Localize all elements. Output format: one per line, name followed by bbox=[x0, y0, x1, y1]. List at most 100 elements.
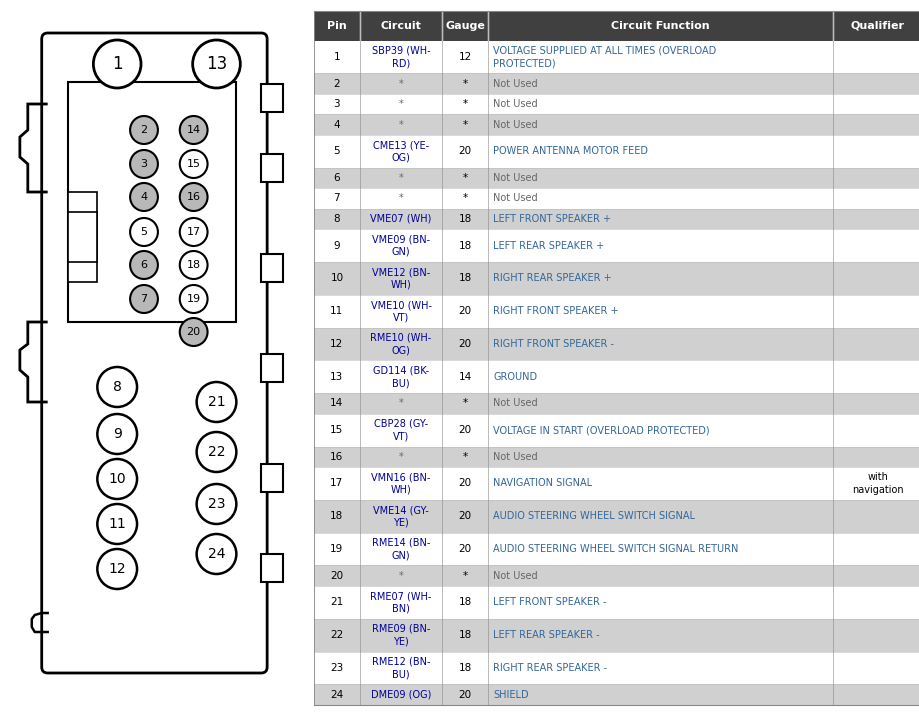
Text: 20: 20 bbox=[459, 425, 471, 435]
Text: GROUND: GROUND bbox=[493, 372, 538, 382]
Circle shape bbox=[180, 285, 208, 313]
Text: Not Used: Not Used bbox=[493, 399, 538, 409]
Text: SBP39 (WH-
RD): SBP39 (WH- RD) bbox=[372, 46, 430, 68]
Text: 20: 20 bbox=[187, 327, 200, 337]
Text: 3: 3 bbox=[334, 99, 340, 109]
Text: 18: 18 bbox=[459, 214, 471, 224]
Text: *: * bbox=[462, 452, 468, 462]
Text: Gauge: Gauge bbox=[446, 21, 485, 31]
FancyBboxPatch shape bbox=[314, 295, 919, 328]
Text: 5: 5 bbox=[334, 146, 340, 157]
Text: 6: 6 bbox=[334, 173, 340, 183]
Text: Not Used: Not Used bbox=[493, 452, 538, 462]
Text: 20: 20 bbox=[459, 339, 471, 349]
Text: 22: 22 bbox=[330, 630, 344, 640]
Text: *: * bbox=[399, 571, 403, 581]
Text: AUDIO STEERING WHEEL SWITCH SIGNAL RETURN: AUDIO STEERING WHEEL SWITCH SIGNAL RETUR… bbox=[493, 544, 738, 554]
FancyBboxPatch shape bbox=[314, 651, 919, 684]
Circle shape bbox=[180, 183, 208, 211]
Text: VME14 (GY-
YE): VME14 (GY- YE) bbox=[373, 505, 429, 528]
Text: VME09 (BN-
GN): VME09 (BN- GN) bbox=[372, 234, 430, 257]
Text: NAVIGATION SIGNAL: NAVIGATION SIGNAL bbox=[493, 478, 592, 488]
FancyBboxPatch shape bbox=[314, 262, 919, 295]
Circle shape bbox=[130, 251, 158, 279]
Text: RME07 (WH-
BN): RME07 (WH- BN) bbox=[370, 591, 432, 614]
Text: Pin: Pin bbox=[327, 21, 346, 31]
Text: Not Used: Not Used bbox=[493, 571, 538, 581]
Bar bbox=[67, 192, 97, 282]
Text: VOLTAGE SUPPLIED AT ALL TIMES (OVERLOAD
PROTECTED): VOLTAGE SUPPLIED AT ALL TIMES (OVERLOAD … bbox=[493, 46, 716, 68]
Text: 18: 18 bbox=[459, 663, 471, 673]
Text: 2: 2 bbox=[334, 78, 340, 88]
Text: 12: 12 bbox=[330, 339, 344, 349]
Text: 8: 8 bbox=[113, 380, 121, 394]
FancyBboxPatch shape bbox=[314, 11, 360, 41]
Text: 14: 14 bbox=[459, 372, 471, 382]
Text: 17: 17 bbox=[187, 227, 200, 237]
Text: *: * bbox=[399, 173, 403, 183]
Text: 18: 18 bbox=[459, 241, 471, 251]
Text: 15: 15 bbox=[330, 425, 344, 435]
Circle shape bbox=[180, 251, 208, 279]
Text: LEFT FRONT SPEAKER -: LEFT FRONT SPEAKER - bbox=[493, 597, 607, 607]
Text: 18: 18 bbox=[459, 597, 471, 607]
FancyBboxPatch shape bbox=[442, 11, 488, 41]
FancyBboxPatch shape bbox=[360, 11, 442, 41]
Text: 12: 12 bbox=[108, 562, 126, 576]
Text: 18: 18 bbox=[187, 260, 200, 270]
Text: 5: 5 bbox=[141, 227, 148, 237]
Text: 23: 23 bbox=[208, 497, 225, 511]
Text: *: * bbox=[462, 120, 468, 130]
Text: AUDIO STEERING WHEEL SWITCH SIGNAL: AUDIO STEERING WHEEL SWITCH SIGNAL bbox=[493, 511, 695, 521]
Text: RME09 (BN-
YE): RME09 (BN- YE) bbox=[372, 624, 430, 646]
Text: *: * bbox=[399, 194, 403, 204]
FancyBboxPatch shape bbox=[314, 533, 919, 565]
Text: *: * bbox=[399, 452, 403, 462]
FancyBboxPatch shape bbox=[314, 135, 919, 168]
Circle shape bbox=[197, 432, 236, 472]
Text: RIGHT FRONT SPEAKER +: RIGHT FRONT SPEAKER + bbox=[493, 306, 618, 316]
Text: *: * bbox=[462, 194, 468, 204]
Text: 20: 20 bbox=[459, 544, 471, 554]
Circle shape bbox=[130, 183, 158, 211]
Bar bbox=[261, 464, 283, 492]
FancyBboxPatch shape bbox=[314, 188, 919, 209]
Text: 16: 16 bbox=[330, 452, 344, 462]
FancyBboxPatch shape bbox=[314, 229, 919, 262]
Text: 2: 2 bbox=[141, 125, 148, 135]
Circle shape bbox=[94, 40, 141, 88]
Text: 11: 11 bbox=[330, 306, 344, 316]
Text: *: * bbox=[399, 78, 403, 88]
FancyBboxPatch shape bbox=[314, 684, 919, 705]
Text: 20: 20 bbox=[459, 511, 471, 521]
Text: Not Used: Not Used bbox=[493, 78, 538, 88]
Text: POWER ANTENNA MOTOR FEED: POWER ANTENNA MOTOR FEED bbox=[493, 146, 648, 157]
Text: *: * bbox=[462, 78, 468, 88]
Text: VME10 (WH-
VT): VME10 (WH- VT) bbox=[370, 300, 432, 323]
Text: RME12 (BN-
BU): RME12 (BN- BU) bbox=[372, 656, 430, 679]
Circle shape bbox=[180, 150, 208, 178]
FancyBboxPatch shape bbox=[314, 115, 919, 135]
Text: LEFT REAR SPEAKER +: LEFT REAR SPEAKER + bbox=[493, 241, 604, 251]
Circle shape bbox=[130, 150, 158, 178]
FancyBboxPatch shape bbox=[314, 619, 919, 651]
FancyBboxPatch shape bbox=[314, 393, 919, 414]
FancyBboxPatch shape bbox=[314, 94, 919, 115]
Text: CME13 (YE-
OG): CME13 (YE- OG) bbox=[373, 140, 429, 162]
Circle shape bbox=[97, 367, 137, 407]
Text: VME12 (BN-
WH): VME12 (BN- WH) bbox=[372, 267, 430, 290]
Text: *: * bbox=[462, 173, 468, 183]
Text: 14: 14 bbox=[330, 399, 344, 409]
Text: 13: 13 bbox=[330, 372, 344, 382]
Text: 20: 20 bbox=[459, 690, 471, 700]
Text: 15: 15 bbox=[187, 159, 200, 169]
Bar bbox=[261, 254, 283, 282]
Text: with
navigation: with navigation bbox=[852, 472, 903, 495]
Bar bbox=[261, 84, 283, 112]
Text: Qualifier: Qualifier bbox=[851, 21, 904, 31]
Text: 1: 1 bbox=[112, 55, 122, 73]
Text: 17: 17 bbox=[330, 478, 344, 488]
Text: Not Used: Not Used bbox=[493, 120, 538, 130]
Text: *: * bbox=[399, 99, 403, 109]
Circle shape bbox=[193, 40, 241, 88]
